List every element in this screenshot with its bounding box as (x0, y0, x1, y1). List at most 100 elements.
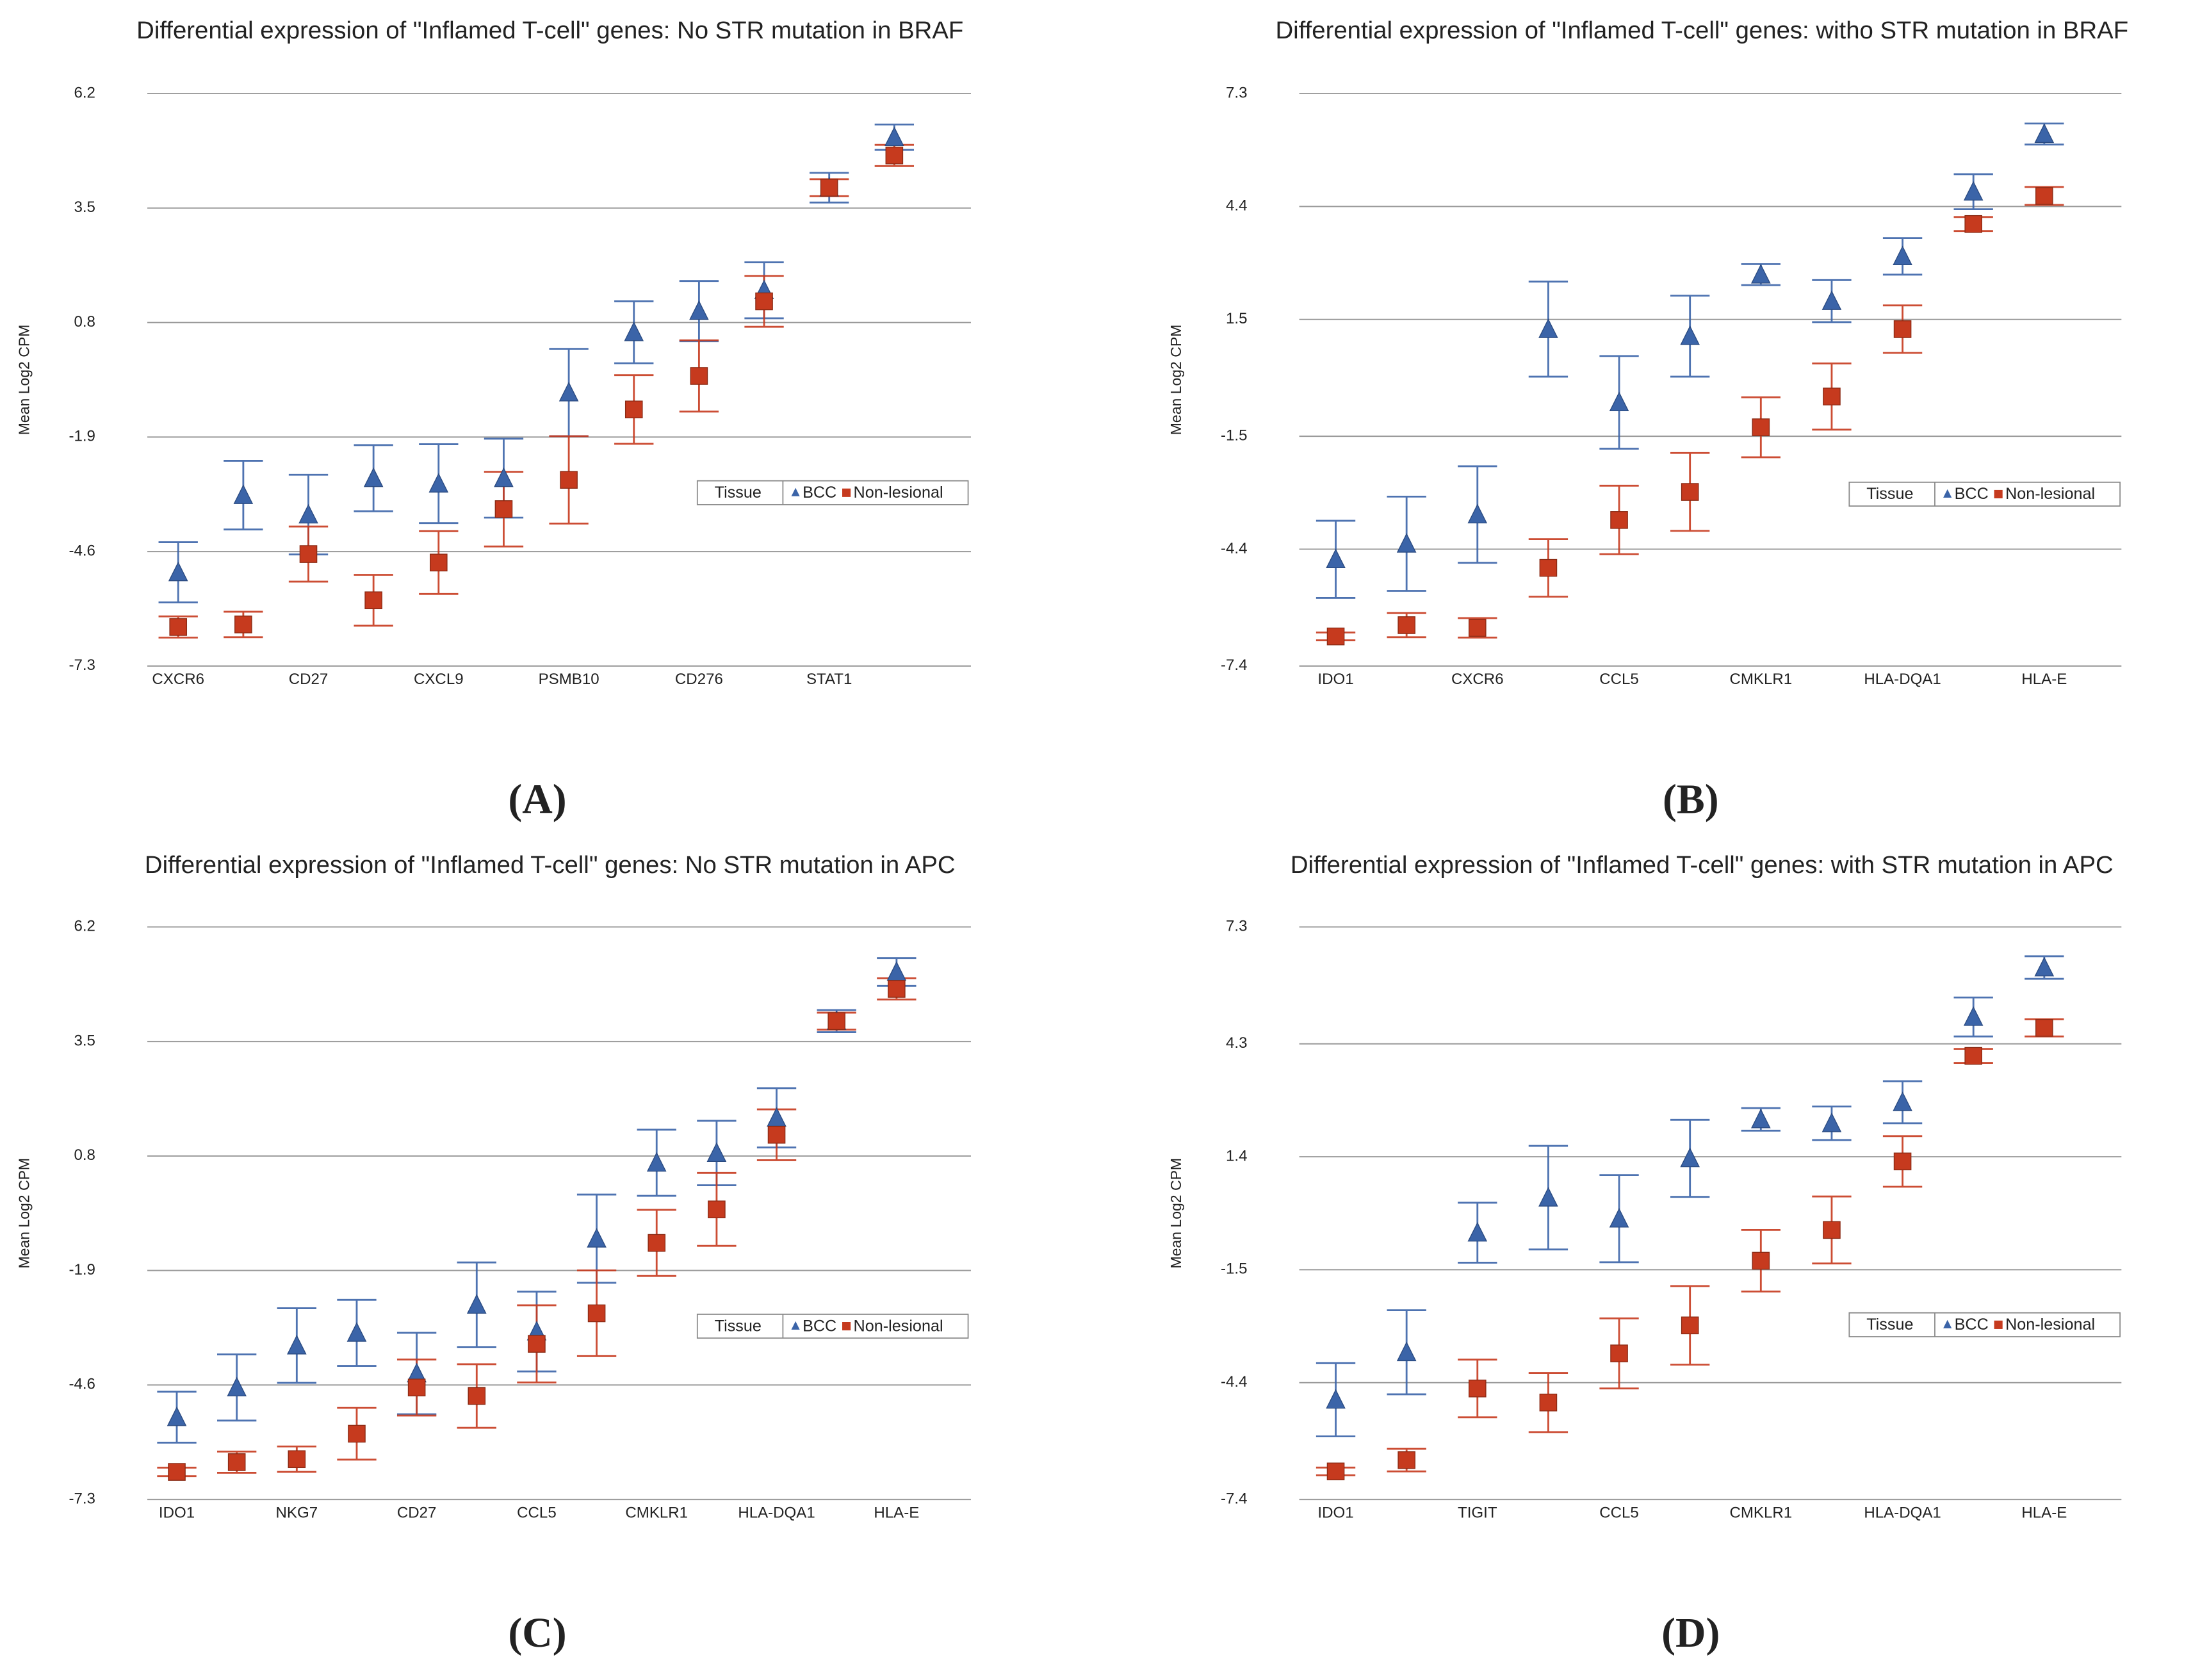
triangle-marker (494, 467, 514, 487)
square-marker (587, 1304, 606, 1323)
x-tick-label: HLA-DQA1 (1864, 671, 1941, 688)
triangle-marker (1538, 1187, 1558, 1207)
legend-marker (1943, 1319, 1952, 1328)
triangle-marker (2034, 956, 2055, 977)
triangle-marker (287, 1334, 307, 1355)
x-tick-label: CMKLR1 (1729, 671, 1792, 688)
y-tick-label: 3.5 (74, 1032, 95, 1049)
panel-label: (D) (1661, 1610, 1720, 1656)
square-marker (288, 1450, 306, 1469)
y-axis-label: Mean Log2 CPM (16, 325, 33, 436)
legend-marker (842, 1322, 851, 1331)
square-marker (1823, 1221, 1841, 1239)
triangle-marker (1963, 1006, 1984, 1026)
panel-label: (B) (1663, 776, 1719, 823)
square-marker (1326, 1462, 1345, 1481)
y-tick-label: 0.8 (74, 1146, 95, 1164)
triangle-marker (624, 321, 644, 341)
square-marker (1752, 418, 1770, 436)
square-marker (648, 1234, 666, 1252)
x-tick-label: CD27 (289, 671, 329, 688)
square-marker (1681, 1316, 1699, 1335)
x-tick-label: CMKLR1 (1729, 1504, 1792, 1521)
chart-title: Differential expression of "Inflamed T-c… (136, 17, 963, 44)
triangle-marker (1609, 391, 1629, 412)
chart-panel: Differential expression of "Inflamed T-c… (1168, 17, 2128, 823)
legend-marker (791, 1321, 800, 1330)
y-tick-label: -7.4 (1221, 657, 1248, 674)
x-tick-label: HLA-DQA1 (1864, 1504, 1941, 1521)
y-tick-label: 4.4 (1226, 197, 1247, 215)
y-tick-label: 1.4 (1226, 1147, 1247, 1164)
x-tick-label: HLA-DQA1 (738, 1504, 815, 1521)
square-marker (820, 179, 838, 197)
triangle-marker (1538, 318, 1558, 338)
triangle-marker (587, 1228, 607, 1248)
triangle-marker (558, 382, 579, 402)
legend-box (1848, 481, 2121, 507)
triangle-marker (227, 1376, 247, 1397)
legend-title: Tissue (715, 1317, 762, 1335)
y-tick-label: 7.3 (1226, 84, 1247, 101)
triangle-marker (1893, 1091, 1912, 1111)
legend-label: Non-lesional (854, 1317, 943, 1335)
chart-title: Differential expression of "Inflamed T-c… (1275, 17, 2128, 44)
triangle-marker (1751, 263, 1771, 284)
triangle-marker (2034, 123, 2055, 143)
legend-label: Non-lesional (2005, 485, 2095, 503)
square-marker (169, 618, 188, 636)
legend-label: BCC (1955, 1316, 1989, 1333)
chart-title: Differential expression of "Inflamed T-c… (145, 851, 956, 879)
x-tick-label: HLA-E (2021, 671, 2067, 688)
y-tick-label: -4.6 (69, 1376, 95, 1393)
square-marker (767, 1125, 786, 1144)
triangle-marker (1821, 1112, 1842, 1132)
square-marker (560, 471, 578, 489)
triangle-marker (1680, 325, 1700, 345)
x-tick-label: CXCR6 (1451, 671, 1504, 688)
triangle-marker (689, 300, 709, 320)
square-marker (1539, 559, 1558, 577)
y-tick-label: 0.8 (74, 313, 95, 330)
square-marker (885, 146, 904, 165)
chart-panel: Differential expression of "Inflamed T-c… (1168, 851, 2122, 1656)
x-tick-label: NKG7 (276, 1504, 318, 1521)
y-tick-label: -7.4 (1221, 1490, 1248, 1507)
square-marker (1539, 1393, 1558, 1412)
triangle-marker (646, 1152, 667, 1172)
x-tick-label: CD27 (397, 1504, 437, 1521)
legend-title: Tissue (715, 484, 762, 502)
y-tick-label: 1.5 (1226, 310, 1247, 327)
y-tick-label: 4.3 (1226, 1034, 1247, 1052)
triangle-marker (706, 1142, 727, 1162)
y-tick-label: -1.5 (1221, 1260, 1248, 1278)
square-marker (1610, 511, 1628, 529)
legend-label: Non-lesional (2005, 1316, 2095, 1333)
chart-panel: Differential expression of "Inflamed T-c… (16, 851, 971, 1656)
y-axis-label: Mean Log2 CPM (16, 1158, 33, 1269)
square-marker (430, 553, 448, 572)
y-tick-label: -4.4 (1221, 1373, 1248, 1390)
y-tick-label: -7.3 (69, 657, 95, 674)
square-marker (2035, 187, 2053, 205)
x-tick-label: CXCR6 (152, 671, 204, 688)
x-tick-label: IDO1 (159, 1504, 195, 1521)
y-tick-label: -4.4 (1221, 540, 1248, 557)
square-marker (1468, 1380, 1487, 1398)
square-marker (407, 1378, 426, 1397)
square-marker (364, 591, 382, 610)
triangle-marker (886, 961, 907, 981)
square-marker (888, 980, 906, 998)
square-marker (1468, 619, 1487, 637)
triangle-marker (428, 473, 449, 493)
square-marker (1326, 627, 1345, 646)
y-tick-label: -1.5 (1221, 427, 1248, 444)
triangle-marker (1396, 533, 1417, 553)
square-marker (690, 367, 708, 385)
square-marker (1681, 483, 1699, 501)
triangle-marker (1893, 245, 1912, 266)
y-tick-label: -7.3 (69, 1490, 95, 1507)
x-tick-label: IDO1 (1317, 1504, 1353, 1521)
chart-panel: Differential expression of "Inflamed T-c… (16, 17, 971, 823)
triangle-marker (1609, 1207, 1629, 1228)
